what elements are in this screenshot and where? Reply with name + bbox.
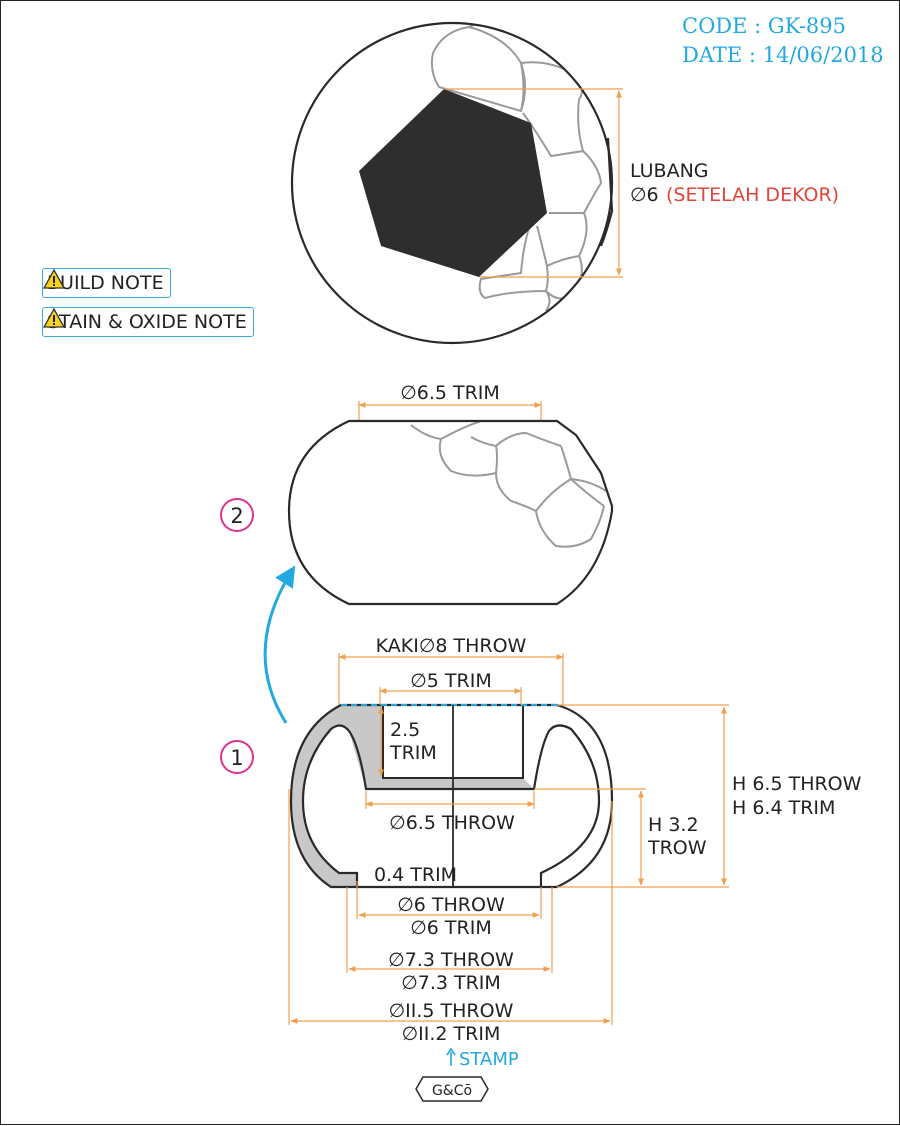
view1-number: 1 [230, 746, 243, 770]
h65-throw-dim: H 6.5 THROW [732, 773, 862, 795]
h64-trim-dim: H 6.4 TRIM [732, 797, 835, 819]
section-fill [291, 705, 534, 887]
d112-trim-dim: ∅II.2 TRIM [402, 1023, 501, 1045]
decor-tiles-side [410, 421, 607, 548]
hex-hole [359, 89, 547, 277]
trim5-dim: ∅5 TRIM [410, 670, 491, 692]
d73-trim-dim: ∅7.3 TRIM [401, 972, 501, 994]
d6-throw-dim: ∅6 THROW [397, 894, 505, 916]
view-1: KAKI∅8 THROW ∅5 TRIM 2.5 TRIM ∅6.5 THROW… [220, 635, 862, 1102]
view2-marker [220, 498, 254, 532]
d73-throw-dim: ∅7.3 THROW [388, 949, 514, 971]
wall-dim: 0.4 TRIM [374, 864, 457, 886]
lubang-label: LUBANG [630, 160, 709, 182]
depth-dim-value: 2.5 [390, 719, 420, 741]
view-2: ∅6.5 TRIM 2 [220, 382, 614, 606]
stamp-label: STAMP [459, 1049, 519, 1070]
section-outline [289, 703, 614, 889]
logo-badge [415, 1076, 489, 1102]
logo-text: G&Cō [432, 1083, 472, 1099]
view2-trim-width: ∅6.5 TRIM [400, 382, 500, 404]
code-label: CODE : GK-895 [682, 14, 846, 38]
date-label: DATE : 14/06/2018 [682, 43, 884, 67]
lubang-dimension: ∅6 [630, 184, 659, 206]
build-note-label: BUILD NOTE [47, 272, 164, 294]
build-note-button[interactable]: BUILD NOTE [42, 268, 171, 298]
stain-oxide-note-label: STAIN & OXIDE NOTE [47, 311, 247, 333]
warning-icon [43, 308, 65, 328]
view1-marker [220, 740, 254, 774]
view2-outline [287, 419, 614, 606]
stain-oxide-note-button[interactable]: STAIN & OXIDE NOTE [42, 307, 254, 337]
lubang-note: (SETELAH DEKOR) [666, 184, 839, 206]
sequence-arrow [263, 565, 296, 724]
top-view: LUBANG ∅6 (SETELAH DEKOR) [290, 21, 839, 345]
d115-throw-dim: ∅II.5 THROW [389, 1000, 514, 1022]
kaki-throw-dim: KAKI∅8 THROW [376, 635, 527, 657]
h32-dim-label: TROW [647, 837, 707, 859]
view2-number: 2 [230, 504, 243, 528]
throw65-dim: ∅6.5 THROW [389, 812, 515, 834]
warning-icon [43, 269, 65, 289]
top-outline [290, 21, 614, 345]
h32-dim-value: H 3.2 [648, 814, 699, 836]
depth-dim-label: TRIM [389, 742, 437, 764]
d6-trim-dim: ∅6 TRIM [410, 917, 491, 939]
